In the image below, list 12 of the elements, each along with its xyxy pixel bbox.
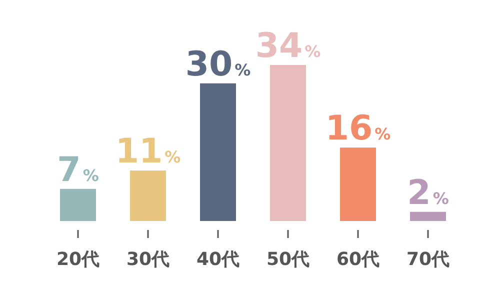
x-tick-label: 40代 xyxy=(196,249,240,270)
x-tick-label: 60代 xyxy=(336,249,380,270)
x-tick-label: 30代 xyxy=(126,249,170,270)
data-label: 7% xyxy=(57,150,99,190)
data-label: 30% xyxy=(185,44,251,84)
data-label: 2% xyxy=(407,172,449,213)
x-tick-label: 20代 xyxy=(56,249,100,270)
x-tick-label: 70代 xyxy=(406,249,450,270)
data-label: 34% xyxy=(255,26,321,66)
x-tick-label: 50代 xyxy=(266,249,310,270)
data-label: 11% xyxy=(115,132,181,172)
data-label: 16% xyxy=(325,108,391,149)
